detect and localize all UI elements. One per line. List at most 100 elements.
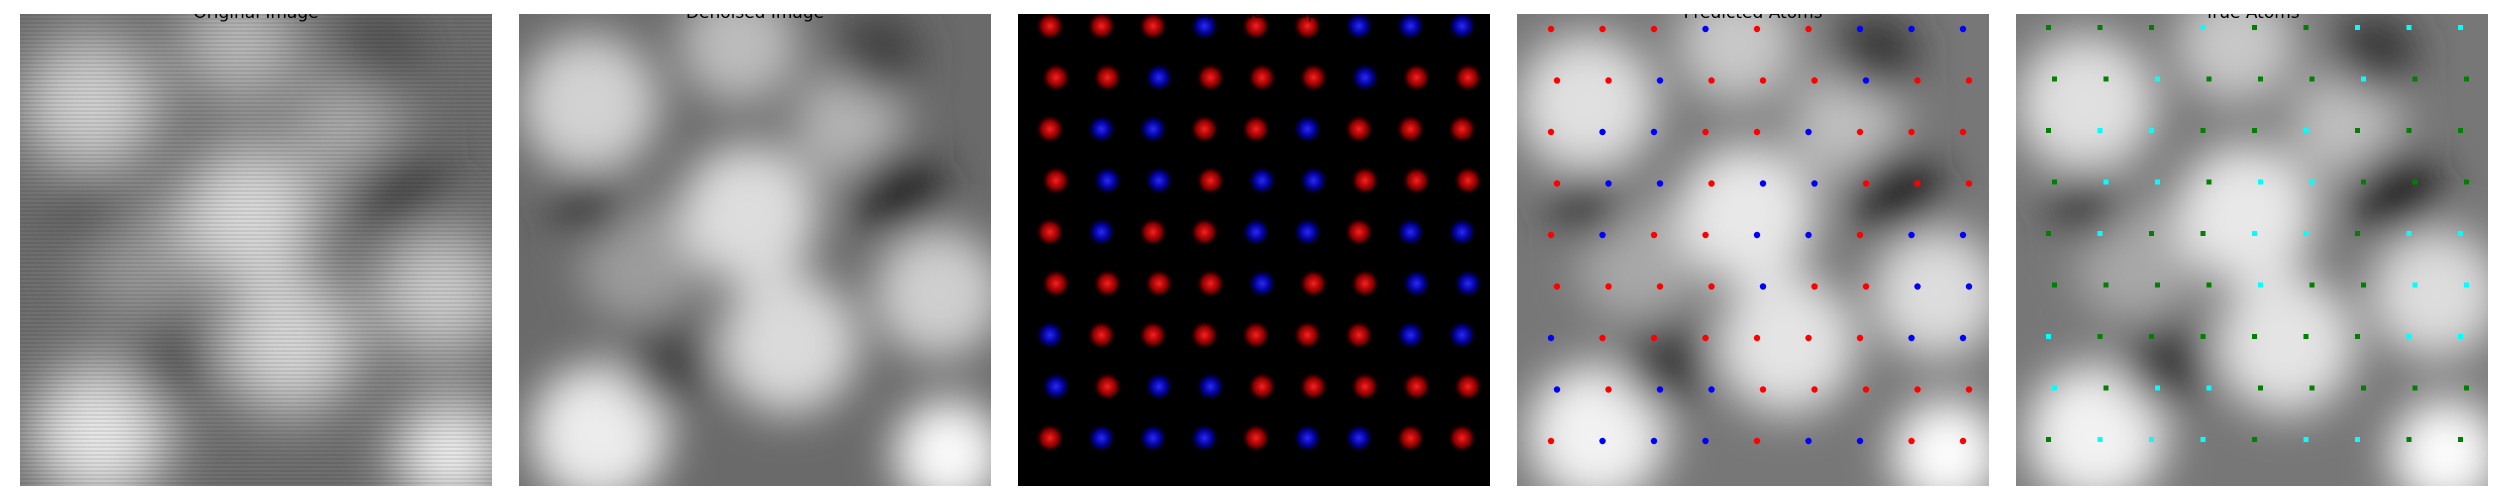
true-green-atom bbox=[2103, 385, 2109, 391]
predicted-te-atom bbox=[1650, 334, 1658, 342]
se-heatmap-spot bbox=[1144, 371, 1174, 402]
predicted-se-atom bbox=[1805, 128, 1812, 136]
se-heatmap-spot bbox=[1350, 62, 1380, 93]
predicted-se-atom bbox=[1753, 231, 1761, 239]
predicted-se-atom bbox=[1856, 437, 1864, 445]
original-panel: Original Image bbox=[20, 14, 492, 486]
panel-title: True Atoms bbox=[2016, 14, 2488, 23]
true-green-atom bbox=[2464, 385, 2469, 391]
true-green-atom bbox=[2309, 282, 2315, 288]
true-green-atom bbox=[2258, 76, 2263, 82]
true-cyan-atom bbox=[2458, 231, 2463, 236]
te-heatmap-spot bbox=[1041, 268, 1071, 299]
true-green-atom bbox=[2200, 334, 2206, 339]
predicted-se-atom bbox=[1759, 283, 1767, 290]
te-heatmap-spot bbox=[1195, 62, 1226, 93]
true-cyan-atom bbox=[2206, 385, 2212, 391]
true-green-atom bbox=[2052, 179, 2057, 185]
se-heatmap-spot bbox=[1298, 165, 1329, 196]
true-green-atom bbox=[2103, 76, 2109, 82]
te-heatmap-spot bbox=[1447, 114, 1477, 144]
true-cyan-atom bbox=[2406, 334, 2412, 339]
te-heatmap-spot bbox=[1344, 320, 1374, 350]
te-heatmap-spot bbox=[1189, 320, 1220, 350]
predicted-te-atom bbox=[1856, 334, 1864, 342]
true-cyan-atom bbox=[2097, 128, 2103, 133]
true-cyan-atom bbox=[2303, 128, 2309, 133]
true-green-atom bbox=[2252, 25, 2257, 30]
predicted-se-atom bbox=[1599, 437, 1606, 445]
true-green-atom bbox=[2464, 76, 2469, 82]
se-heatmap-spot bbox=[1247, 268, 1277, 299]
true-green-atom bbox=[2052, 282, 2057, 288]
se-heatmap-spot bbox=[1344, 423, 1374, 453]
se-heatmap-spot bbox=[1292, 423, 1323, 453]
predicted-te-atom bbox=[1553, 283, 1561, 290]
te-heatmap-spot bbox=[1350, 371, 1380, 402]
true-green-atom bbox=[2458, 128, 2463, 133]
se-heatmap-spot bbox=[1138, 114, 1168, 144]
predicted-te-atom bbox=[1965, 77, 1973, 84]
te-heatmap-spot bbox=[1092, 371, 1123, 402]
true-cyan-atom bbox=[2355, 25, 2360, 30]
true-green-atom bbox=[2046, 437, 2051, 442]
true-cyan-atom bbox=[2046, 334, 2051, 339]
true-cyan-atom bbox=[2155, 385, 2160, 391]
se-heatmap-spot bbox=[1292, 217, 1323, 247]
te-heatmap-spot bbox=[1344, 114, 1374, 144]
te-heatmap-spot bbox=[1395, 114, 1426, 144]
heatmap-panel: Te/Se Heatmap bbox=[1018, 14, 1490, 486]
te-heatmap-spot bbox=[1395, 423, 1426, 453]
se-heatmap-spot bbox=[1292, 114, 1323, 144]
predicted-te-atom bbox=[1547, 128, 1555, 136]
true-green-atom bbox=[2149, 231, 2154, 236]
predicted-te-atom bbox=[1856, 128, 1864, 136]
true-cyan-atom bbox=[2052, 385, 2057, 391]
predicted-te-atom bbox=[1656, 283, 1664, 290]
predicted-se-atom bbox=[1862, 77, 1870, 84]
predicted-te-atom bbox=[1811, 386, 1818, 393]
true-green-atom bbox=[2103, 282, 2109, 288]
true-cyan-atom bbox=[2309, 179, 2315, 185]
true-green-atom bbox=[2355, 231, 2360, 236]
se-heatmap-spot bbox=[1035, 320, 1065, 350]
predicted-te-atom bbox=[1605, 283, 1612, 290]
true-cyan-atom bbox=[2361, 76, 2366, 82]
te-heatmap-spot bbox=[1041, 165, 1071, 196]
true-cyan-atom bbox=[2303, 437, 2309, 442]
se-heatmap-spot bbox=[1086, 423, 1117, 453]
te-heatmap-spot bbox=[1344, 217, 1374, 247]
se-heatmap-spot bbox=[1344, 14, 1374, 41]
true-green-atom bbox=[2412, 179, 2418, 185]
predicted-te-atom bbox=[1753, 25, 1761, 33]
te-heatmap-spot bbox=[1241, 14, 1271, 41]
te-heatmap-spot bbox=[1086, 14, 1117, 41]
predicted-te-atom bbox=[1708, 180, 1715, 187]
te-heatmap-spot bbox=[1241, 114, 1271, 144]
se-heatmap-spot bbox=[1401, 268, 1432, 299]
te-heatmap-spot bbox=[1350, 165, 1380, 196]
te-heatmap-spot bbox=[1247, 62, 1277, 93]
se-heatmap-spot bbox=[1247, 165, 1277, 196]
te-heatmap-spot bbox=[1092, 268, 1123, 299]
se-heatmap-spot bbox=[1395, 14, 1426, 41]
predicted-te-atom bbox=[1553, 180, 1561, 187]
panel-title: Te/Se Heatmap bbox=[1018, 14, 1490, 23]
predicted-se-atom bbox=[1650, 128, 1658, 136]
predicted-se-atom bbox=[1914, 283, 1921, 290]
te-heatmap-spot bbox=[1195, 268, 1226, 299]
true-green-atom bbox=[2200, 231, 2206, 236]
true-green-atom bbox=[2149, 25, 2154, 30]
predicted-te-atom bbox=[1702, 231, 1709, 239]
predicted-te-atom bbox=[1547, 25, 1555, 33]
true-green-atom bbox=[2355, 334, 2360, 339]
te-heatmap-spot bbox=[1035, 114, 1065, 144]
se-heatmap-spot bbox=[1395, 217, 1426, 247]
predicted-se-atom bbox=[1656, 180, 1664, 187]
predicted-te-atom bbox=[1811, 283, 1818, 290]
se-heatmap-spot bbox=[1195, 371, 1226, 402]
te-heatmap-spot bbox=[1035, 14, 1065, 41]
predicted-se-atom bbox=[1805, 437, 1812, 445]
predicted-te-atom bbox=[1965, 180, 1973, 187]
true-cyan-atom bbox=[2412, 282, 2418, 288]
